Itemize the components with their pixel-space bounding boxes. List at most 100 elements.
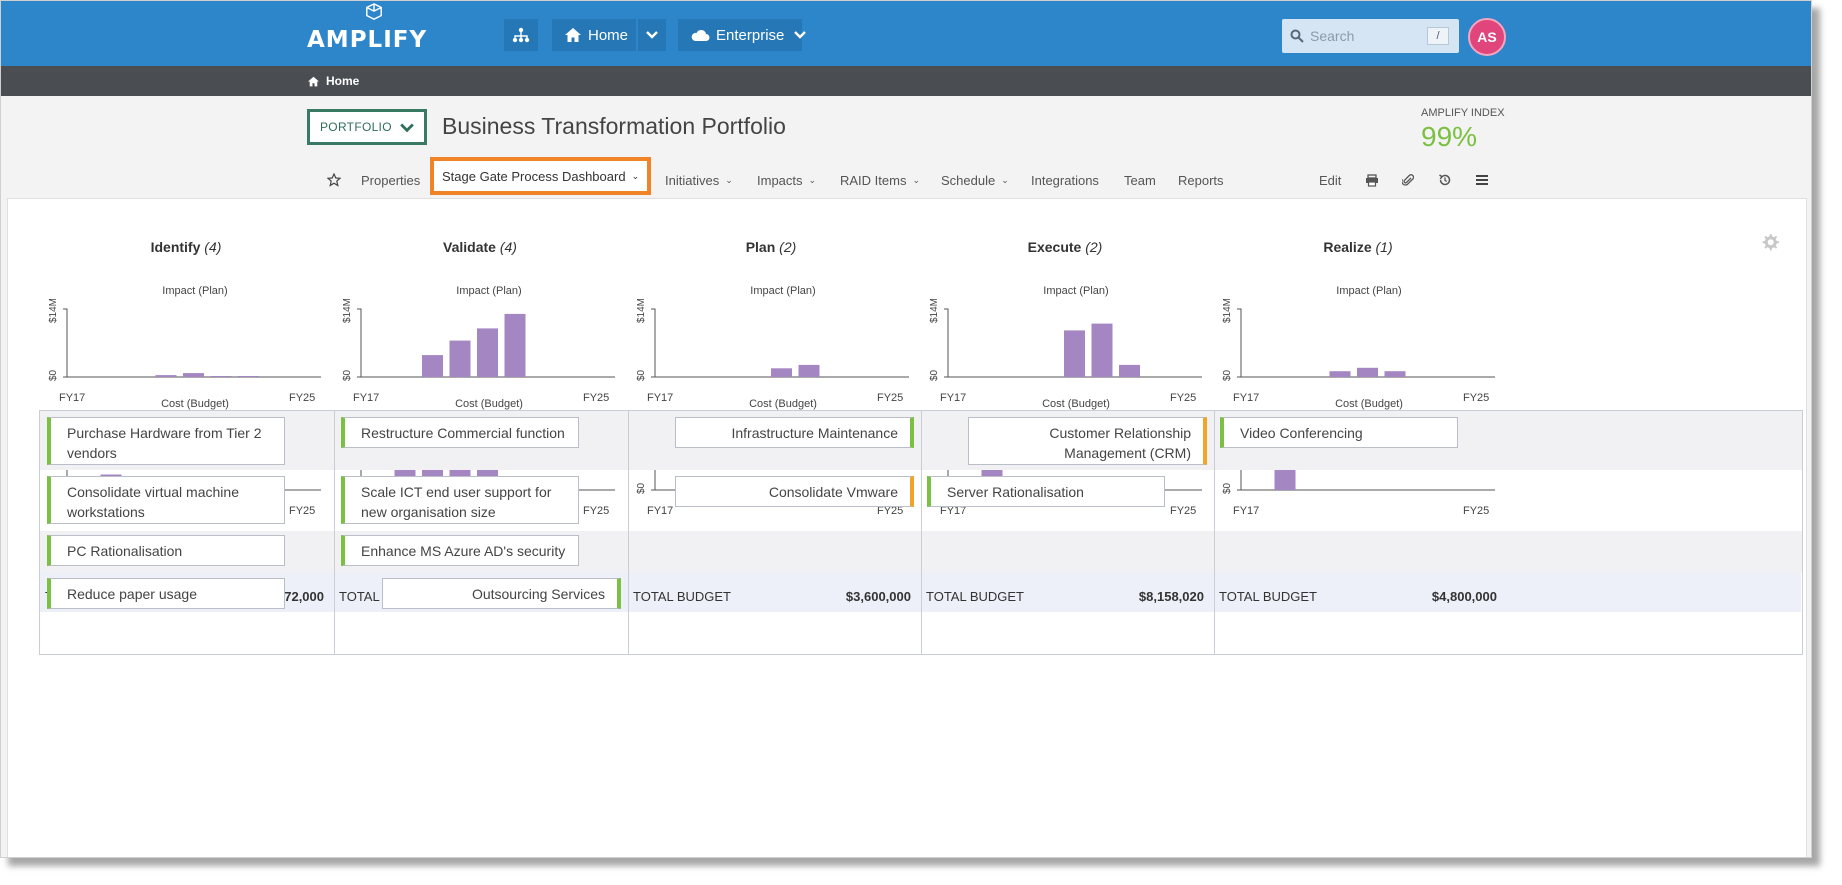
x-axis-end-label: FY25	[1170, 392, 1197, 404]
chart-bar[interactable]	[504, 313, 526, 377]
initiative-card[interactable]: Outsourcing Services	[382, 578, 621, 609]
enterprise-dropdown-toggle[interactable]	[786, 19, 814, 51]
tab-integrations[interactable]: Integrations	[1031, 172, 1099, 188]
chevron-down-icon: ⌄	[631, 170, 640, 181]
search-shortcut-key: /	[1427, 27, 1449, 45]
home-dropdown-toggle[interactable]	[638, 19, 666, 51]
tab-reports[interactable]: Reports	[1178, 172, 1224, 188]
y-axis-min-label: $0	[1222, 482, 1233, 494]
chart-bar[interactable]	[1274, 468, 1296, 490]
stage-count: (4)	[204, 239, 222, 255]
x-axis-start-label: FY17	[647, 392, 674, 404]
tab-raid-items[interactable]: RAID Items ⌄	[840, 167, 920, 193]
x-axis-start-label: FY17	[940, 505, 967, 517]
tab-stage-gate-dashboard[interactable]: Stage Gate Process Dashboard ⌄	[430, 157, 652, 195]
stage-count: (4)	[499, 239, 517, 255]
chart-bar[interactable]	[155, 375, 177, 377]
stage-name: Execute	[1027, 239, 1082, 255]
y-axis-min-label: $0	[636, 482, 647, 494]
chart-bar[interactable]	[798, 364, 820, 377]
initiative-card[interactable]: Enhance MS Azure AD's security	[341, 535, 579, 566]
breadcrumb-home[interactable]: Home	[307, 74, 359, 88]
initiative-card[interactable]: Scale ICT end user support for new organ…	[341, 476, 579, 524]
chart-bar[interactable]	[477, 328, 498, 377]
chart-title: Cost (Budget)	[749, 398, 817, 410]
tab-properties[interactable]: Properties	[361, 172, 421, 188]
bar-chart-svg: $14M $0	[636, 299, 909, 381]
history-button[interactable]	[1438, 167, 1452, 193]
x-axis-end-label: FY25	[1170, 505, 1197, 517]
chart-bar[interactable]	[1329, 371, 1351, 377]
chart-axis	[1237, 308, 1495, 378]
home-nav-label: Home	[588, 26, 629, 44]
x-axis-end-label: FY25	[1463, 505, 1490, 517]
stage-name: Realize	[1323, 239, 1372, 255]
x-axis-start-label: FY17	[1233, 505, 1260, 517]
chart-bar[interactable]	[771, 368, 792, 377]
chart-bar[interactable]	[1384, 371, 1406, 377]
stage-name: Identify	[150, 239, 201, 255]
chart-bar[interactable]	[1064, 330, 1085, 377]
initiative-card[interactable]: Video Conferencing	[1220, 417, 1458, 448]
print-button[interactable]	[1365, 167, 1379, 193]
initiative-card[interactable]: Customer Relationship Management (CRM)	[968, 417, 1207, 465]
home-nav-button[interactable]: Home	[552, 19, 636, 51]
column-divider	[628, 411, 629, 654]
chevron-down-icon	[646, 31, 658, 39]
total-budget-cell: TOTAL BUDGET $8,158,020	[920, 580, 1212, 612]
chart-title: Cost (Budget)	[1042, 398, 1110, 410]
stage-column-title: Plan (2)	[621, 239, 921, 255]
stage-count: (2)	[779, 239, 797, 255]
total-value: $4,800,000	[1431, 588, 1497, 604]
y-axis-max-label: $14M	[48, 299, 59, 323]
favorite-star-button[interactable]	[327, 167, 341, 193]
stage-count: (2)	[1085, 239, 1103, 255]
initiative-card[interactable]: Infrastructure Maintenance	[675, 417, 914, 448]
stage-column-title: Realize (1)	[1208, 239, 1508, 255]
impact-plan-chart: Impact (Plan) $14M $0 FY17 FY25	[1219, 285, 1549, 405]
initiative-card[interactable]: Reduce paper usage	[47, 578, 285, 609]
tab-team[interactable]: Team	[1124, 172, 1156, 188]
enterprise-nav-button[interactable]: Enterprise	[678, 19, 802, 51]
x-axis-end-label: FY25	[289, 392, 316, 404]
chart-bar[interactable]	[1357, 367, 1378, 377]
tab-impacts[interactable]: Impacts ⌄	[757, 167, 816, 193]
user-avatar[interactable]: AS	[1468, 18, 1506, 56]
cube-icon	[366, 3, 382, 21]
chart-axis	[651, 308, 909, 378]
chart-bar[interactable]	[1091, 323, 1113, 377]
chart-title: Cost (Budget)	[161, 398, 229, 410]
tab-schedule[interactable]: Schedule ⌄	[941, 167, 1009, 193]
attachment-button[interactable]	[1402, 167, 1414, 193]
initiative-card[interactable]: Server Rationalisation	[927, 476, 1165, 507]
x-axis-end-label: FY25	[877, 392, 904, 404]
initiative-card-label: Enhance MS Azure AD's security	[361, 543, 566, 559]
x-axis-start-label: FY17	[353, 392, 380, 404]
chart-bar[interactable]	[183, 373, 204, 377]
chart-bar[interactable]	[1119, 364, 1140, 377]
tab-initiatives[interactable]: Initiatives ⌄	[665, 167, 733, 193]
search-placeholder: Search	[1310, 28, 1355, 44]
gear-icon[interactable]	[1760, 232, 1780, 252]
chart-bar[interactable]	[210, 376, 232, 377]
search-input[interactable]: Search /	[1282, 19, 1459, 53]
chart-bar[interactable]	[238, 376, 259, 377]
initiative-card[interactable]: Purchase Hardware from Tier 2 vendors	[47, 417, 285, 465]
hierarchy-button[interactable]	[504, 19, 538, 51]
portfolio-selector[interactable]: PORTFOLIO	[307, 109, 427, 145]
initiative-card[interactable]: Restructure Commercial function	[341, 417, 579, 448]
menu-button[interactable]	[1475, 167, 1489, 193]
logo-text: AMPLIFY	[307, 27, 428, 53]
x-axis-start-label: FY17	[59, 392, 86, 404]
edit-button[interactable]: Edit	[1319, 172, 1342, 188]
chart-bar[interactable]	[449, 340, 471, 377]
chart-title: Cost (Budget)	[455, 398, 523, 410]
y-axis-min-label: $0	[1222, 369, 1233, 381]
hamburger-menu-icon	[1476, 175, 1488, 185]
initiative-card[interactable]: PC Rationalisation	[47, 535, 285, 566]
initiative-card-label: PC Rationalisation	[67, 543, 183, 559]
initiative-card[interactable]: Consolidate Vmware	[675, 476, 914, 507]
chart-bar[interactable]	[422, 355, 443, 377]
initiative-card[interactable]: Consolidate virtual machine workstations	[47, 476, 285, 524]
page-title: Business Transformation Portfolio	[442, 113, 786, 139]
